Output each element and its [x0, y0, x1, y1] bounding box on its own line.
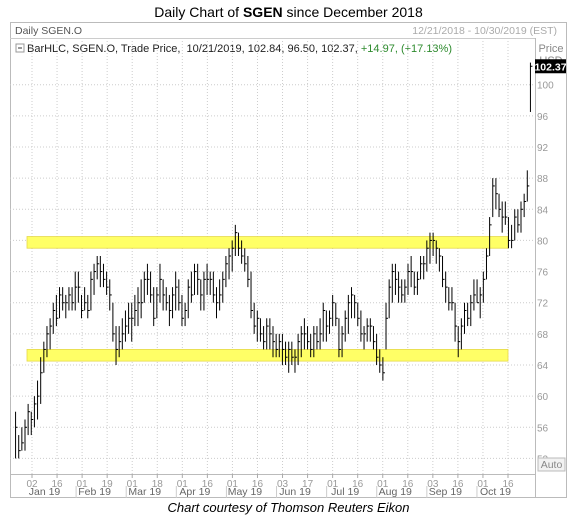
chart-credit: Chart courtesy of Thomson Reuters Eikon: [167, 500, 410, 515]
legend: BarHLC, SGEN.O, Trade Price, 10/21/2019,…: [15, 43, 452, 55]
x-day-tick-4: 01: [127, 479, 139, 490]
x-month-8: Sep 19: [429, 486, 462, 498]
y-tick-88: 88: [537, 174, 549, 185]
y-tick-96: 96: [537, 112, 549, 123]
x-day-tick-15: 16: [402, 479, 414, 490]
x-day-tick-3: 19: [102, 479, 114, 490]
last-price-marker: 102.37: [534, 59, 567, 74]
y-tick-56: 56: [537, 423, 549, 434]
x-day-tick-5: 18: [152, 479, 164, 490]
x-month-5: Jun 19: [279, 486, 311, 498]
y-tick-72: 72: [537, 299, 549, 310]
x-day-tick-14: 01: [377, 479, 389, 490]
x-month-6: Jul 19: [331, 486, 359, 498]
x-day-tick-10: 03: [277, 479, 289, 490]
bar-layer: [15, 62, 533, 459]
x-month-0: Jan 19: [29, 486, 61, 498]
y-tick-64: 64: [537, 361, 549, 372]
date-range-label: 12/21/2018 - 10/30/2019 (EST): [412, 25, 557, 37]
band-layer: [26, 236, 509, 362]
x-day-tick-16: 03: [427, 479, 439, 490]
x-day-tick-18: 01: [477, 479, 489, 490]
y-tick-92: 92: [537, 143, 549, 154]
legend-text: BarHLC, SGEN.O, Trade Price, 10/21/2019,…: [27, 43, 452, 55]
x-day-tick-2: 01: [77, 479, 89, 490]
auto-scale-label: Auto: [541, 459, 563, 471]
x-month-2: Mar 19: [128, 486, 161, 498]
x-day-tick-8: 01: [227, 479, 239, 490]
x-day-tick-17: 16: [452, 479, 464, 490]
x-month-4: May 19: [228, 486, 263, 498]
x-day-tick-13: 16: [352, 479, 364, 490]
x-month-7: Aug 19: [379, 486, 412, 498]
y-tick-68: 68: [537, 330, 549, 341]
x-month-1: Feb 19: [78, 486, 111, 498]
symbol-label: Daily SGEN.O: [15, 25, 82, 37]
x-month-3: Apr 19: [179, 486, 210, 498]
price-axis-title: Price: [538, 43, 563, 55]
auto-scale-button[interactable]: [537, 457, 566, 472]
y-tick-84: 84: [537, 205, 549, 216]
chart-title: Daily Chart of SGEN since December 2018: [0, 4, 577, 20]
x-tick-labels: 02 16 01 19 01 18 01 16 01 16 03 17 01 16 01 16 03 16 01 16…: [26, 474, 514, 498]
title-suffix: since December 2018: [282, 4, 423, 20]
legend-change: +14.97, (+17.13%): [361, 43, 452, 55]
title-ticker: SGEN: [242, 4, 283, 20]
x-day-tick-1: 16: [51, 479, 63, 490]
x-day-tick-12: 01: [327, 479, 339, 490]
chart-panel[interactable]: Daily SGEN.O 12/21/2018 - 10/30/2019 (ES…: [10, 22, 567, 498]
y-tick-60: 60: [537, 392, 549, 403]
legend-prefix: BarHLC, SGEN.O, Trade Price, 10/21/2019,…: [27, 43, 361, 55]
x-day-tick-11: 17: [302, 479, 314, 490]
last-price-value: 102.37: [534, 61, 566, 73]
last-price-tag: [535, 59, 566, 74]
x-day-tick-9: 16: [252, 479, 264, 490]
chart-frame: [10, 22, 567, 498]
y-tick-76: 76: [537, 268, 549, 279]
x-day-tick-7: 16: [202, 479, 214, 490]
support-band-0: [26, 349, 509, 362]
x-month-9: Oct 19: [480, 486, 511, 498]
y-tick-100: 100: [537, 81, 554, 92]
x-day-tick-19: 16: [502, 479, 514, 490]
y-tick-80: 80: [537, 236, 549, 247]
price-chart[interactable]: Daily SGEN.O 12/21/2018 - 10/30/2019 (ES…: [10, 22, 567, 498]
x-day-tick-6: 01: [177, 479, 189, 490]
x-day-tick-0: 02: [26, 479, 38, 490]
title-prefix: Daily Chart of: [154, 4, 243, 20]
